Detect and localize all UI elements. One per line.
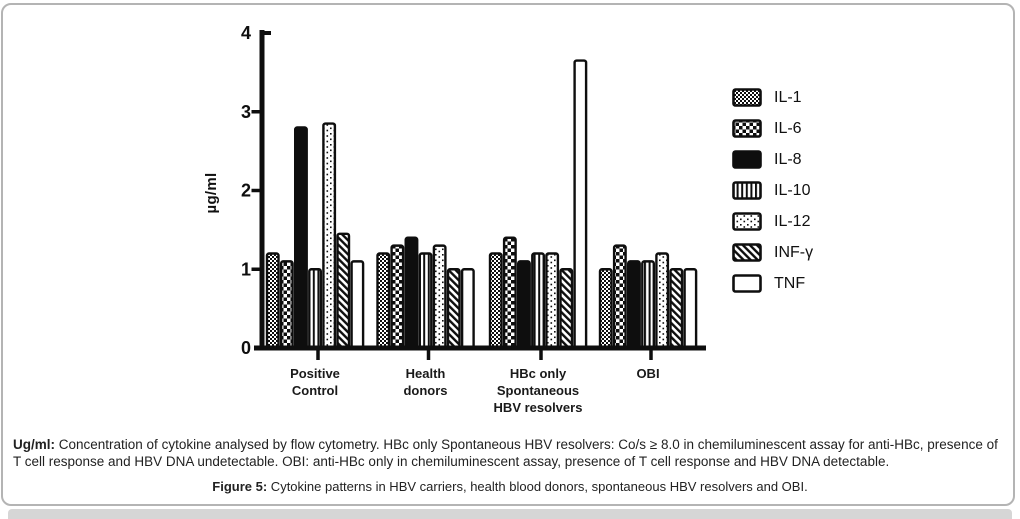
legend-swatch-sparse-dots bbox=[732, 212, 762, 231]
legend-label: IL-1 bbox=[774, 88, 802, 106]
notes-lead: Ug/ml: bbox=[13, 437, 55, 452]
bar-TNF-2 bbox=[460, 268, 475, 350]
y-axis-title: µg/ml bbox=[203, 172, 220, 214]
bar-IL-1-2 bbox=[376, 252, 391, 350]
legend-item: TNF bbox=[732, 274, 813, 293]
legend-swatch-vertical-stripes bbox=[732, 181, 762, 200]
legend-label: IL-10 bbox=[774, 181, 811, 199]
cytokine-bar-chart: 0 1 2 3 4 Positive Control Health donors HBc only… bbox=[241, 23, 706, 415]
bar-INF-γ-4 bbox=[669, 268, 684, 350]
y-tick-label: 3 bbox=[241, 102, 251, 122]
bar-IL-12-4 bbox=[655, 252, 670, 350]
bar-IL-10-3 bbox=[531, 252, 545, 350]
figure-caption: Figure 5: Cytokine patterns in HBV carri… bbox=[0, 479, 1020, 494]
figure-caption-body: Cytokine patterns in HBV carriers, healt… bbox=[267, 479, 808, 494]
legend-swatch-fine-checker bbox=[732, 88, 762, 107]
bar-IL-10-2 bbox=[418, 252, 433, 350]
bar-IL-1-1 bbox=[265, 252, 280, 350]
bar-IL-1-3 bbox=[488, 252, 503, 350]
legend-item: IL-10 bbox=[732, 181, 813, 200]
bar-IL-6-2 bbox=[390, 244, 405, 350]
legend-item: IL-8 bbox=[732, 150, 813, 169]
legend-swatch-solid bbox=[732, 150, 762, 169]
y-tick-label: 1 bbox=[241, 259, 251, 279]
y-tick-label: 2 bbox=[241, 181, 251, 201]
legend-swatch-coarse-checker bbox=[732, 119, 762, 138]
category-label: Positive Control bbox=[290, 366, 340, 398]
bar-TNF-1 bbox=[350, 260, 365, 350]
bottom-strip bbox=[8, 509, 1012, 519]
bar-IL-8-2 bbox=[404, 236, 419, 350]
bar-IL-6-4 bbox=[612, 244, 627, 350]
category-label: Health donors bbox=[403, 366, 447, 398]
chart-legend: IL-1 IL-6 IL-8 IL-10 IL-12 INF-γ TNF bbox=[732, 88, 813, 293]
legend-label: INF-γ bbox=[774, 243, 814, 261]
y-tick-label: 4 bbox=[241, 23, 251, 43]
notes-line1: Concentration of cytokine analysed by fl… bbox=[55, 437, 998, 452]
bar-IL-6-1 bbox=[279, 260, 294, 350]
bar-INF-γ-2 bbox=[446, 268, 461, 350]
bar-IL-8-3 bbox=[517, 260, 531, 350]
notes-line2: T cell response and HBV DNA undetectable… bbox=[13, 453, 890, 469]
legend-label: IL-12 bbox=[774, 212, 811, 230]
bar-IL-10-1 bbox=[308, 268, 322, 350]
bar-IL-10-4 bbox=[641, 260, 655, 350]
category-label: HBc only Spontaneous HBV resolvers bbox=[494, 366, 583, 415]
legend-item: IL-1 bbox=[732, 88, 813, 107]
bar-IL-1-4 bbox=[598, 268, 613, 350]
bar-IL-8-1 bbox=[294, 126, 308, 350]
bar-TNF-4 bbox=[683, 268, 698, 350]
bar-IL-12-3 bbox=[545, 252, 560, 350]
figure-notes: Ug/ml: Concentration of cytokine analyse… bbox=[13, 437, 1010, 470]
legend-item: IL-12 bbox=[732, 212, 813, 231]
category-label: OBI bbox=[636, 366, 659, 381]
legend-item: IL-6 bbox=[732, 119, 813, 138]
legend-swatch-diagonal-stripes bbox=[732, 243, 762, 262]
legend-item: INF-γ bbox=[732, 243, 813, 262]
bar-IL-6-3 bbox=[502, 236, 517, 350]
bar-IL-12-1 bbox=[322, 122, 337, 350]
bar-INF-γ-3 bbox=[559, 268, 574, 350]
bar-INF-γ-1 bbox=[336, 232, 351, 350]
bar-IL-8-4 bbox=[627, 260, 641, 350]
legend-swatch-white bbox=[732, 274, 762, 293]
bar-IL-12-2 bbox=[432, 244, 447, 350]
legend-label: IL-6 bbox=[774, 119, 802, 137]
y-tick-label: 0 bbox=[241, 338, 251, 358]
legend-label: TNF bbox=[774, 274, 806, 292]
legend-label: IL-8 bbox=[774, 150, 802, 168]
figure-caption-lead: Figure 5: bbox=[212, 479, 268, 494]
bar-TNF-3 bbox=[573, 59, 588, 350]
